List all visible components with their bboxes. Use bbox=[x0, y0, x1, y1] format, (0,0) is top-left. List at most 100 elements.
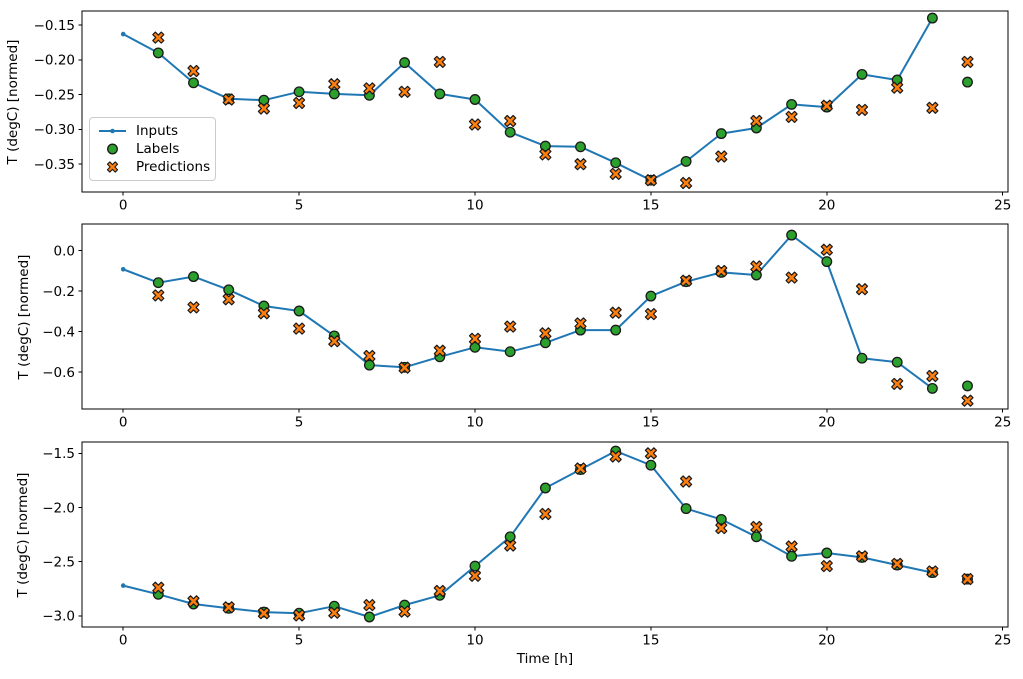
labels-point bbox=[363, 359, 375, 371]
labels-point bbox=[715, 513, 727, 525]
labels-point bbox=[293, 305, 305, 317]
labels-point bbox=[645, 290, 657, 302]
predictions-point bbox=[398, 85, 411, 98]
labels-circle-icon bbox=[97, 142, 128, 156]
y-tick-label: −0.35 bbox=[34, 157, 75, 173]
labels-point bbox=[926, 12, 938, 24]
predictions-point bbox=[961, 55, 974, 69]
predictions-point bbox=[820, 559, 833, 573]
predictions-point bbox=[820, 99, 833, 112]
labels-point bbox=[715, 128, 727, 140]
labels-point bbox=[504, 346, 516, 358]
labels-point bbox=[504, 126, 516, 138]
legend-label: Labels bbox=[136, 141, 180, 157]
predictions-point bbox=[504, 320, 517, 333]
x-tick-label: 25 bbox=[994, 198, 1011, 214]
x-tick-label: 5 bbox=[295, 198, 304, 214]
labels-point bbox=[680, 503, 692, 515]
predictions-x-icon bbox=[97, 160, 128, 174]
labels-point bbox=[750, 269, 762, 281]
predictions-point bbox=[504, 114, 517, 128]
legend-item-labels: Labels bbox=[97, 140, 208, 158]
predictions-point bbox=[152, 31, 165, 44]
predictions-point bbox=[750, 114, 763, 128]
x-tick-label: 25 bbox=[994, 415, 1011, 431]
x-tick-label: 0 bbox=[119, 198, 128, 214]
x-tick-label: 25 bbox=[994, 633, 1011, 649]
inputs-line-dot-icon bbox=[97, 124, 128, 138]
y-tick-label: −0.2 bbox=[42, 284, 75, 300]
predictions-point bbox=[785, 271, 798, 284]
predictions-point bbox=[539, 327, 552, 340]
labels-point bbox=[786, 98, 798, 110]
labels-point bbox=[856, 68, 868, 80]
predictions-point bbox=[679, 274, 693, 287]
legend-item-predictions: Predictions bbox=[97, 158, 211, 176]
inputs-line bbox=[122, 234, 934, 390]
labels-point bbox=[539, 482, 551, 494]
labels-point bbox=[188, 271, 199, 283]
labels-point bbox=[399, 57, 411, 69]
predictions-point bbox=[891, 557, 904, 571]
predictions-point bbox=[820, 243, 833, 256]
predictions-point bbox=[187, 595, 200, 608]
predictions-point bbox=[644, 307, 658, 321]
labels-point bbox=[750, 531, 762, 543]
labels-point bbox=[962, 76, 973, 88]
labels-point bbox=[258, 94, 270, 106]
labels-point bbox=[293, 86, 305, 98]
predictions-point bbox=[609, 450, 622, 463]
x-tick-label: 0 bbox=[119, 415, 128, 431]
predictions-point bbox=[468, 118, 482, 131]
y-tick-label: −2.5 bbox=[42, 555, 75, 571]
legend-item-inputs: Inputs bbox=[97, 122, 208, 140]
predictions-point bbox=[257, 102, 271, 115]
predictions-point bbox=[398, 361, 411, 374]
labels-point bbox=[539, 337, 551, 349]
axes-border bbox=[81, 223, 1009, 410]
predictions-point bbox=[222, 293, 235, 306]
labels-point bbox=[363, 611, 375, 623]
predictions-point bbox=[257, 607, 271, 620]
predictions-point bbox=[785, 110, 798, 124]
axes-border bbox=[81, 441, 1009, 628]
predictions-point bbox=[398, 605, 411, 618]
predictions-point bbox=[644, 174, 658, 187]
predictions-point bbox=[891, 81, 904, 94]
predictions-point bbox=[715, 150, 728, 163]
x-tick-label: 10 bbox=[466, 198, 483, 214]
labels-point bbox=[926, 382, 938, 394]
predictions-point bbox=[468, 332, 482, 345]
predictions-point bbox=[609, 167, 622, 181]
predictions-point bbox=[433, 344, 446, 357]
inputs-line bbox=[122, 17, 934, 182]
predictions-point bbox=[222, 93, 235, 106]
labels-point bbox=[680, 155, 692, 167]
y-tick-label: 0.0 bbox=[54, 244, 75, 260]
predictions-point bbox=[187, 64, 200, 78]
predictions-point bbox=[574, 317, 587, 330]
labels-point bbox=[645, 459, 657, 471]
y-tick-label: −0.6 bbox=[42, 365, 75, 381]
labels-point bbox=[575, 141, 586, 153]
legend-label: Predictions bbox=[136, 159, 211, 175]
x-tick-label: 15 bbox=[642, 415, 659, 431]
x-tick-label: 15 bbox=[642, 198, 659, 214]
predictions-point bbox=[504, 539, 517, 552]
predictions-point bbox=[926, 369, 939, 383]
x-tick-label: 5 bbox=[295, 633, 304, 649]
predictions-point bbox=[574, 158, 587, 171]
predictions-point bbox=[679, 475, 693, 488]
x-tick-label: 15 bbox=[642, 633, 659, 649]
predictions-point bbox=[292, 96, 306, 110]
predictions-point bbox=[433, 584, 446, 598]
predictions-point bbox=[750, 260, 763, 273]
y-tick-label: −0.30 bbox=[34, 122, 75, 138]
inputs-point bbox=[120, 267, 126, 272]
labels-point bbox=[856, 352, 868, 364]
x-axis-label: Time [h] bbox=[516, 651, 574, 667]
predictions-point bbox=[363, 349, 376, 363]
predictions-point bbox=[750, 520, 763, 534]
x-tick-label: 5 bbox=[295, 415, 304, 431]
